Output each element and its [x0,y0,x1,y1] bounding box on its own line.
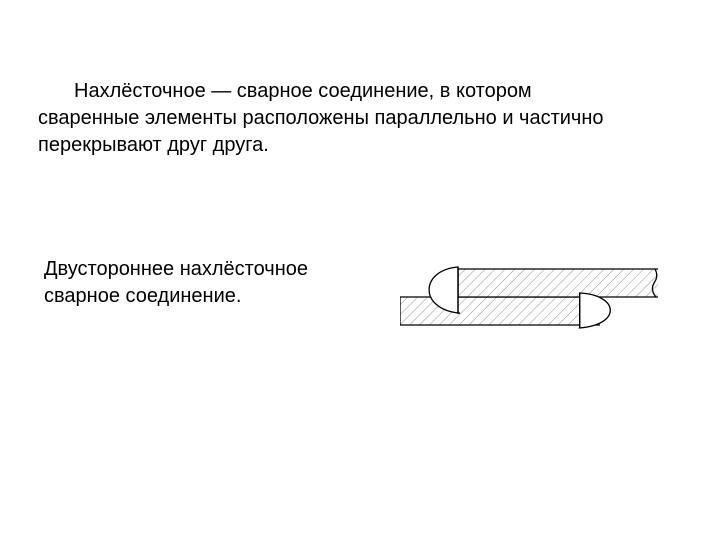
definition-paragraph: Нахлёсточное — сварное соединение, в кот… [38,78,618,159]
weld-diagram [400,250,660,360]
caption-paragraph: Двустороннее нахлёсточное сварное соедин… [44,256,364,310]
